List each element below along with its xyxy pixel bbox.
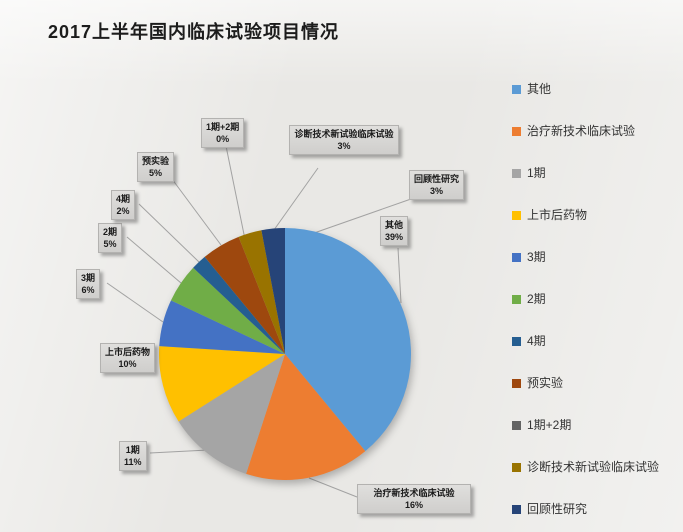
pie-callout-4: 3期 6% [76, 269, 101, 300]
callout-label: 治疗新技术临床试验 [373, 488, 455, 498]
callout-label: 其他 [385, 220, 404, 230]
callout-percent: 10% [118, 359, 137, 370]
legend-item-3: 上市后药物 [512, 209, 659, 222]
callout-label: 1期 [125, 445, 140, 455]
pie-slices [159, 228, 412, 480]
callout-label: 预实验 [142, 156, 170, 166]
legend-swatch-icon [512, 421, 521, 430]
pie-slice-3 [159, 346, 285, 422]
legend-label: 其他 [527, 82, 552, 96]
callout-label: 上市后药物 [105, 347, 151, 357]
legend-swatch-icon [512, 253, 521, 262]
legend-item-10: 回顾性研究 [512, 503, 659, 516]
pie-callout-9: 诊断技术新试验临床试验 3% [289, 125, 399, 156]
leader-line-2 [149, 449, 209, 454]
legend-label: 4期 [527, 334, 546, 348]
legend-swatch-icon [512, 169, 521, 178]
legend-label: 2期 [527, 292, 546, 306]
legend-label: 上市后药物 [527, 208, 588, 222]
legend-swatch-icon [512, 85, 521, 94]
legend-item-5: 2期 [512, 293, 659, 306]
callout-percent: 2% [116, 206, 130, 217]
legend-item-6: 4期 [512, 335, 659, 348]
pie-callout-3: 上市后药物 10% [100, 343, 156, 374]
legend-label: 诊断技术新试验临床试验 [527, 460, 660, 474]
legend-swatch-icon [512, 127, 521, 136]
callout-percent: 3% [430, 186, 444, 197]
pie-slice-7 [204, 236, 285, 354]
legend-label: 回顾性研究 [527, 502, 588, 516]
legend-swatch-icon [512, 211, 521, 220]
pie-slice-5 [170, 267, 285, 354]
callout-percent: 5% [103, 239, 117, 250]
callout-label: 2期 [103, 227, 118, 237]
callout-label: 回顾性研究 [414, 174, 460, 184]
legend-swatch-icon [512, 505, 521, 514]
pie-slice-0 [285, 228, 412, 452]
legend-item-9: 诊断技术新试验临床试验 [512, 461, 659, 474]
pie-slice-9 [238, 230, 285, 354]
legend-item-0: 其他 [512, 83, 659, 96]
leader-line-6 [138, 203, 200, 263]
callout-percent: 3% [337, 141, 351, 152]
pie-slice-10 [261, 228, 285, 354]
callout-percent: 5% [149, 168, 163, 179]
leader-line-5 [126, 236, 182, 284]
pie-slice-1 [246, 354, 366, 480]
pie-callout-0: 其他 39% [380, 216, 409, 247]
pie-callout-5: 2期 5% [98, 223, 123, 254]
legend-swatch-icon [512, 379, 521, 388]
callout-percent: 16% [404, 500, 423, 511]
callout-label: 诊断技术新试验临床试验 [294, 129, 394, 139]
leader-line-7 [171, 178, 222, 246]
pie-callout-2: 1期 11% [119, 441, 147, 472]
legend-swatch-icon [512, 337, 521, 346]
callout-percent: 39% [385, 232, 404, 243]
callout-label: 4期 [116, 194, 131, 204]
legend-label: 1期+2期 [527, 418, 572, 432]
pie-slice-6 [193, 256, 285, 354]
callout-percent: 11% [124, 457, 142, 468]
leader-line-4 [106, 282, 164, 323]
legend-swatch-icon [512, 463, 521, 472]
legend-item-4: 3期 [512, 251, 659, 264]
legend-item-1: 治疗新技术临床试验 [512, 125, 659, 138]
pie-callout-10: 回顾性研究 3% [409, 170, 465, 201]
legend-label: 1期 [527, 166, 546, 180]
legend-label: 预实验 [527, 376, 564, 390]
legend: 其他治疗新技术临床试验 1期上市后药物 3期 2期 4期预实验 1期+2期诊断技术新试验临… [512, 83, 659, 516]
chart-title: 2017上半年国内临床试验项目情况 [48, 22, 340, 42]
pie-callout-1: 治疗新技术临床试验 16% [357, 484, 471, 515]
pie-slice-4 [159, 300, 285, 354]
leader-line-1 [308, 477, 358, 498]
legend-item-7: 预实验 [512, 377, 659, 390]
callout-percent: 6% [81, 285, 95, 296]
legend-item-8: 1期+2期 [512, 419, 659, 432]
pie-callout-6: 4期 2% [111, 190, 136, 221]
legend-label: 治疗新技术临床试验 [527, 124, 636, 138]
callout-label: 3期 [81, 273, 96, 283]
pie-slice-2 [178, 354, 285, 474]
pie-callout-8: 1期+2期 0% [201, 118, 245, 149]
pie-callout-7: 预实验 5% [137, 152, 175, 183]
callout-percent: 0% [216, 134, 230, 145]
leader-line-0 [397, 247, 402, 304]
legend-item-2: 1期 [512, 167, 659, 180]
legend-label: 3期 [527, 250, 546, 264]
callout-label: 1期+2期 [206, 122, 240, 132]
legend-swatch-icon [512, 295, 521, 304]
